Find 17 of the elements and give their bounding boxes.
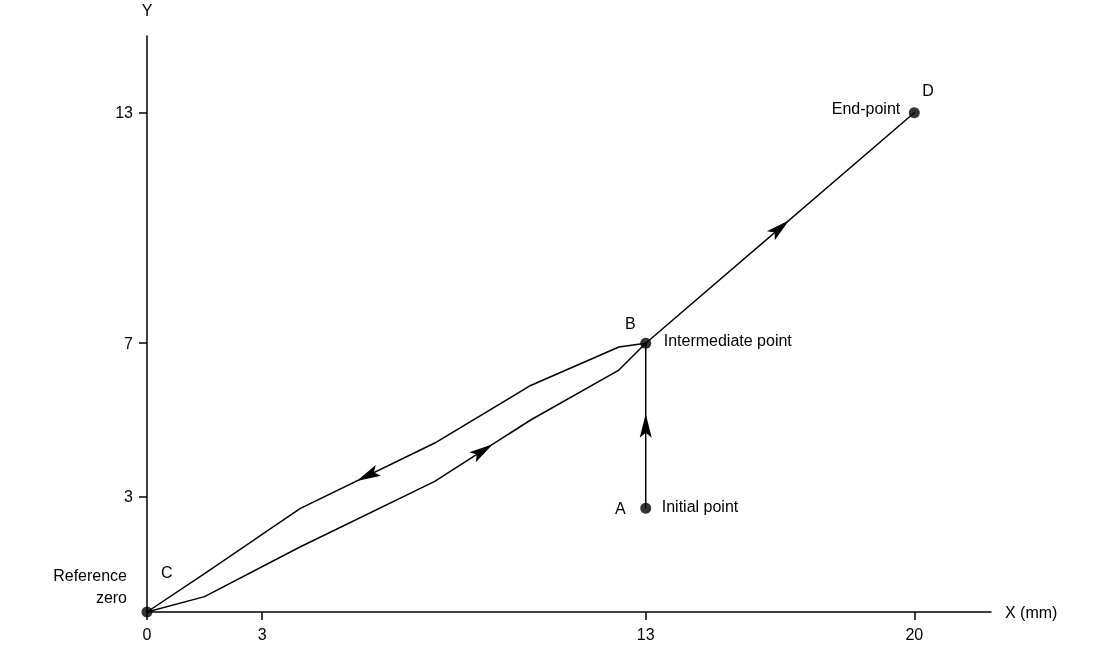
annotation: Intermediate point xyxy=(663,331,793,349)
x-tick-label: 3 xyxy=(257,625,267,643)
x-axis-title: X (mm) xyxy=(1005,603,1058,621)
annotation: Reference zero xyxy=(53,566,128,606)
x-tick-label: 0 xyxy=(142,625,152,643)
x-tick-label: 13 xyxy=(636,625,655,643)
annotation: D xyxy=(922,82,934,100)
y-tick-label: 3 xyxy=(124,488,134,506)
x-tick-label: 20 xyxy=(905,625,924,643)
annotation: Initial point xyxy=(661,497,739,515)
annotation: End-point xyxy=(831,100,901,118)
y-tick-label: 7 xyxy=(124,334,134,352)
annotation: C xyxy=(161,563,173,581)
y-axis-title: Y xyxy=(141,1,153,19)
y-tick-label: 13 xyxy=(115,104,134,122)
annotation: B xyxy=(625,314,636,332)
annotation: A xyxy=(615,499,627,517)
